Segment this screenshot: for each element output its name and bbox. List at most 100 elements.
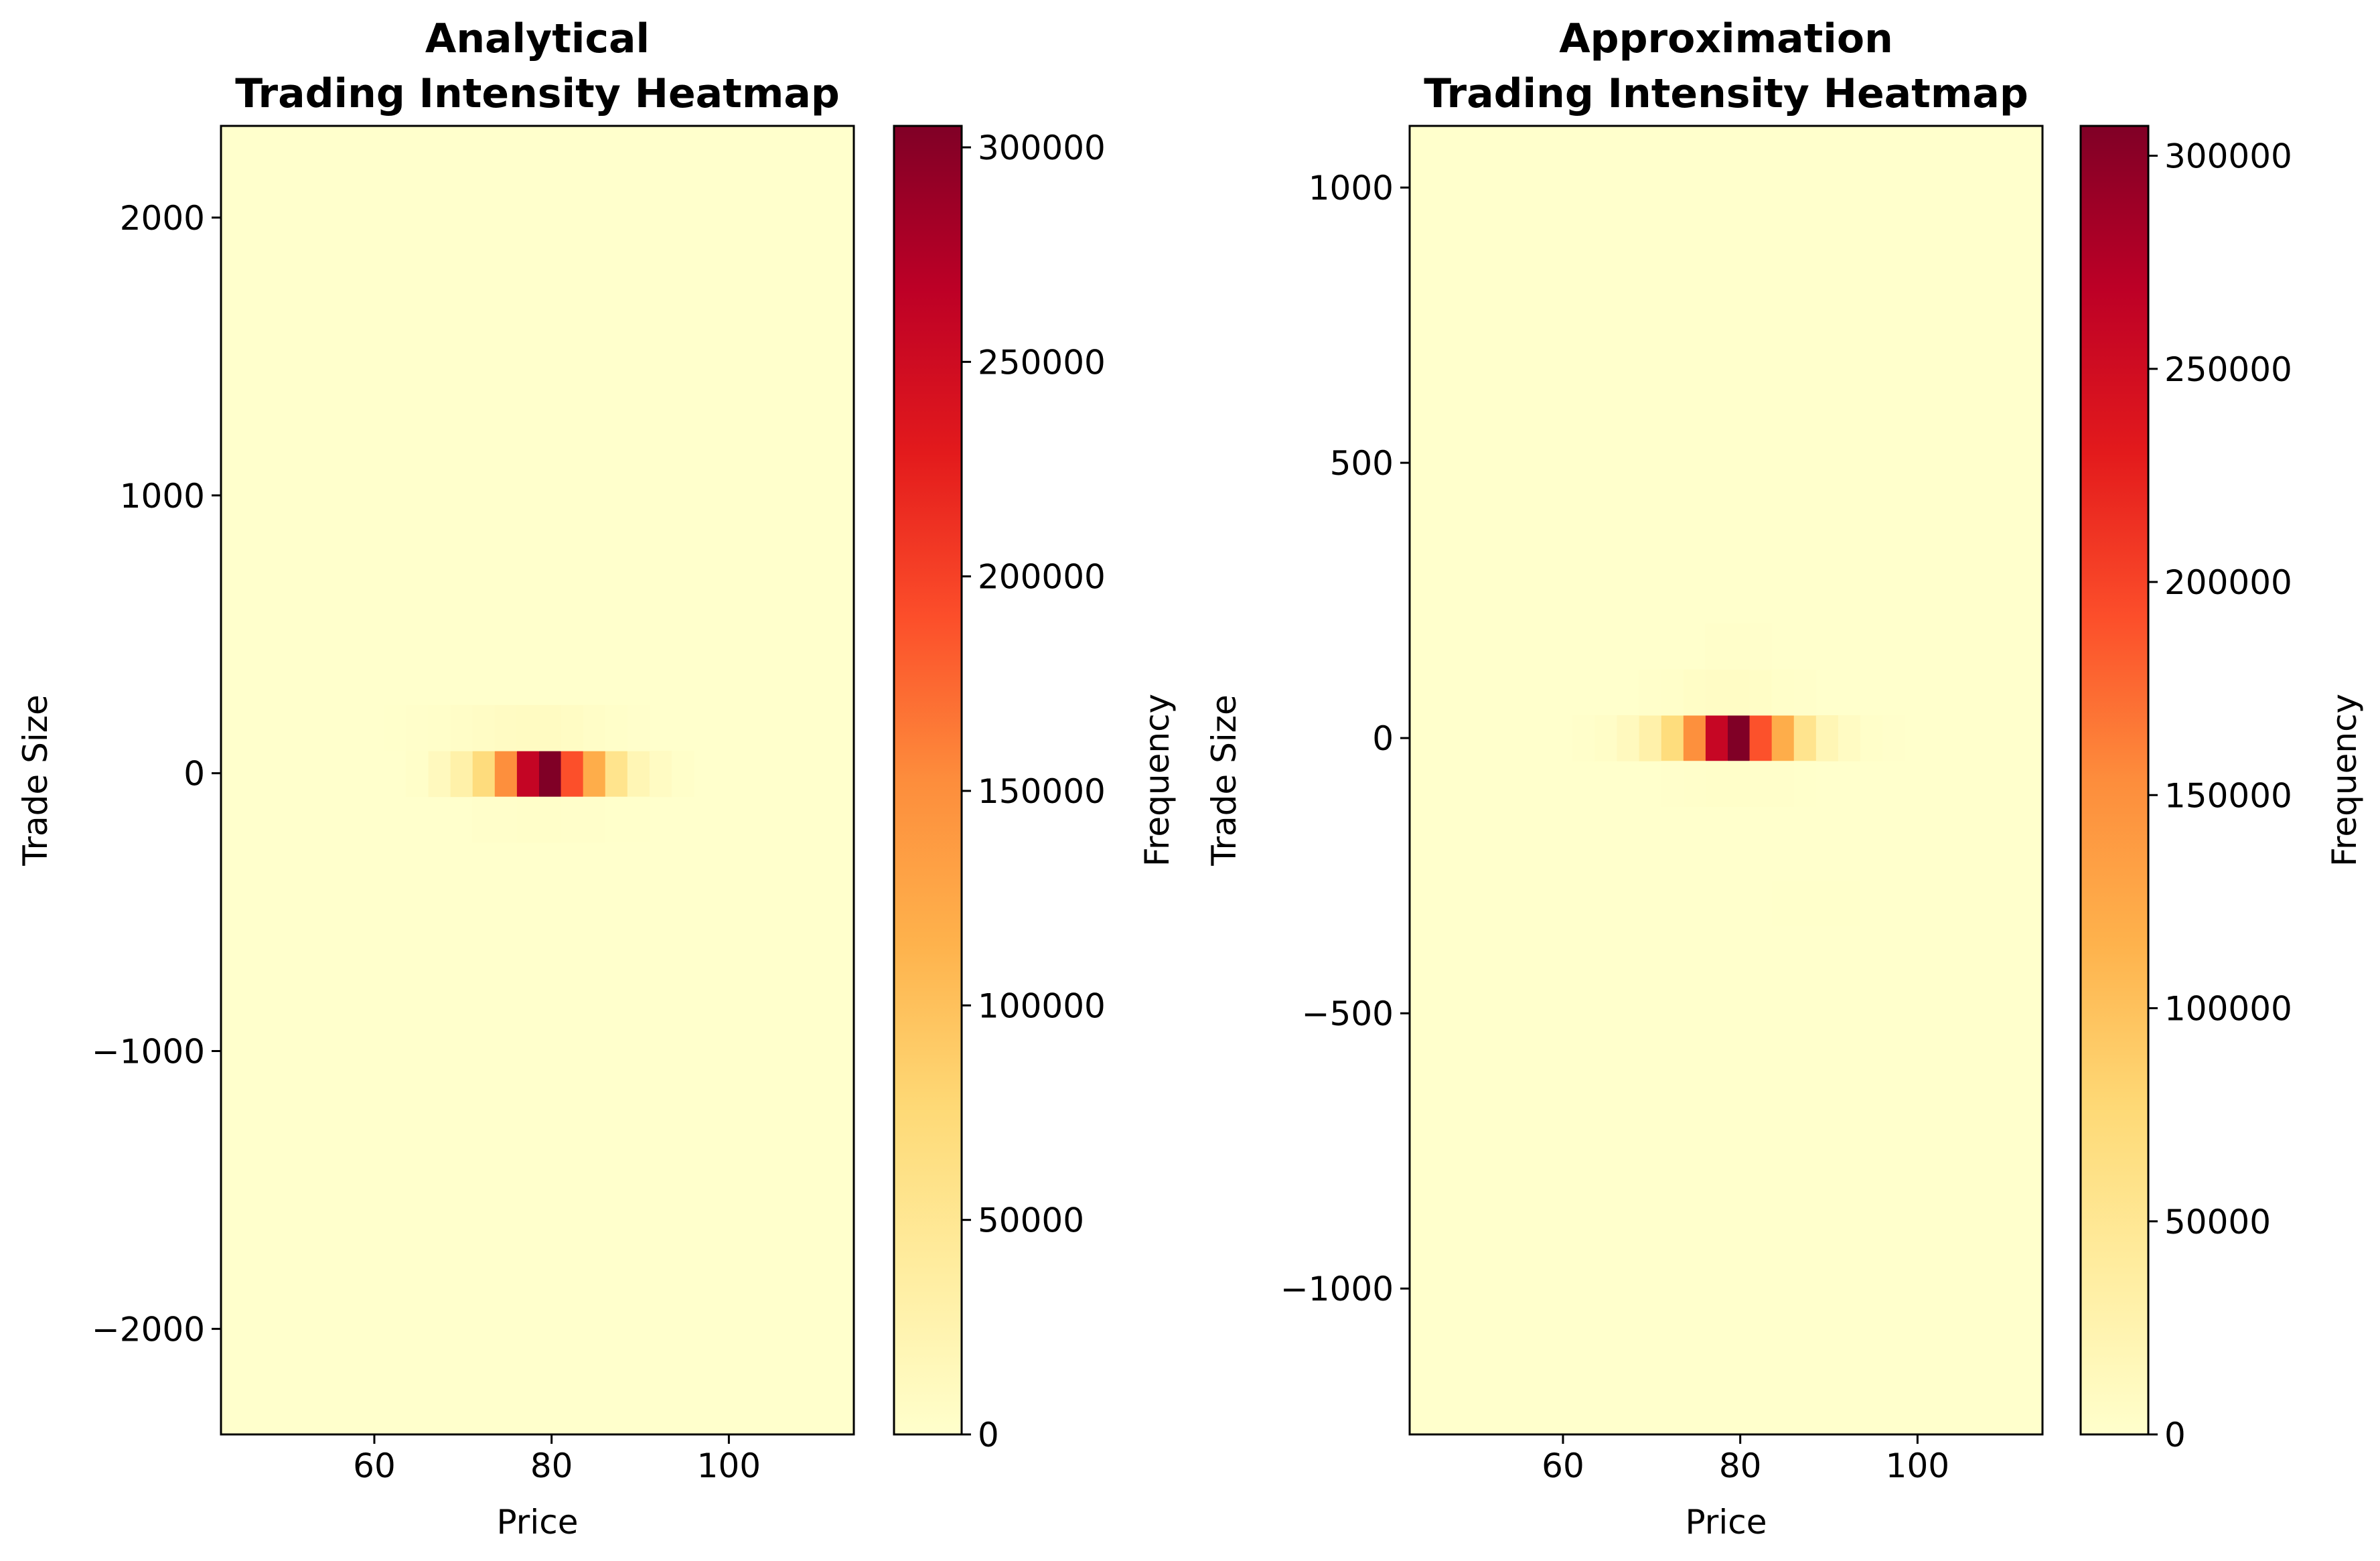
heatmap-cell bbox=[494, 796, 517, 843]
colorbar: 0 50000 100000 150000 200000 250000 300000 Fre… bbox=[2079, 125, 2364, 1455]
heatmap-cell bbox=[538, 751, 562, 798]
heatmap-cell bbox=[472, 751, 495, 798]
heatmap-cell bbox=[1882, 715, 1905, 761]
heatmap-cell bbox=[672, 751, 694, 798]
heatmap-cell bbox=[516, 704, 539, 751]
y-tick-label: −500 bbox=[1302, 994, 1394, 1033]
colorbar-tick-label: 100000 bbox=[2164, 990, 2292, 1029]
heatmap-cell bbox=[1727, 669, 1751, 716]
y-tick-label: 0 bbox=[183, 755, 205, 794]
colorbar-label: Frequency bbox=[2325, 694, 2364, 867]
heatmap-cell bbox=[494, 751, 517, 798]
colorbar-tick-label: 50000 bbox=[2164, 1203, 2271, 1242]
heatmap-cell bbox=[538, 796, 562, 843]
plot-frame bbox=[220, 125, 855, 1436]
heatmap-cell bbox=[405, 751, 429, 798]
y-tick-label: 2000 bbox=[120, 199, 205, 238]
heatmap-cell bbox=[649, 751, 672, 798]
colorbar-ticks: 0 50000 100000 150000 200000 250000 300000 bbox=[962, 129, 1106, 1455]
heatmap-cell bbox=[1683, 761, 1706, 807]
colorbar-tick-label: 0 bbox=[2164, 1416, 2186, 1455]
chart-title-line-2: Trading Intensity Heatmap bbox=[1424, 70, 2028, 117]
heatmap-cell bbox=[1771, 880, 1795, 927]
colorbar-frame bbox=[893, 125, 963, 1436]
heatmap-cell bbox=[1705, 623, 1728, 670]
heatmap-cell bbox=[1661, 761, 1684, 807]
colorbar-gradient bbox=[894, 126, 962, 1434]
plot-frame bbox=[1408, 125, 2044, 1436]
colorbar-tick-label: 150000 bbox=[978, 772, 1106, 811]
heatmap-cell bbox=[1639, 669, 1661, 716]
colorbar-tick-label: 0 bbox=[978, 1416, 999, 1455]
y-tick-label: 1000 bbox=[120, 477, 205, 516]
x-axis-label: Price bbox=[497, 1503, 579, 1542]
heatmap-cell bbox=[1771, 715, 1795, 761]
heatmap-cell bbox=[1749, 623, 1773, 670]
x-tick-label: 60 bbox=[1542, 1446, 1584, 1485]
heatmap-cells bbox=[1410, 126, 2042, 1434]
heatmap-cell bbox=[1639, 715, 1661, 761]
heatmap-cell bbox=[1617, 715, 1639, 761]
heatmap-cell bbox=[1771, 669, 1795, 716]
heatmap-cell bbox=[1793, 715, 1817, 761]
heatmap-cell bbox=[1838, 715, 1861, 761]
heatmap-cell bbox=[428, 704, 451, 751]
colorbar-tick-label: 250000 bbox=[2164, 350, 2292, 389]
heatmap-cell bbox=[1705, 761, 1728, 807]
heatmap-cells bbox=[221, 126, 854, 1434]
heatmap-cell bbox=[1838, 880, 1861, 927]
colorbar-tick-label: 300000 bbox=[2164, 137, 2292, 176]
y-axis-ticks: 1000 500 0 −500 −1000 bbox=[1280, 169, 1410, 1309]
x-tick-label: 100 bbox=[697, 1446, 761, 1485]
y-tick-label: 0 bbox=[1372, 719, 1394, 758]
colorbar-gradient bbox=[2081, 126, 2148, 1434]
chart-title-line-1: Approximation bbox=[1559, 15, 1893, 62]
chart-title-line-1: Analytical bbox=[425, 15, 650, 62]
heatmap-cell bbox=[627, 751, 650, 798]
heatmap-cell bbox=[583, 704, 606, 751]
heatmap-cell bbox=[1749, 669, 1773, 716]
y-tick-label: 500 bbox=[1330, 444, 1394, 483]
heatmap-cell bbox=[516, 796, 539, 843]
heatmap-cell bbox=[516, 751, 539, 798]
heatmap-cell bbox=[605, 751, 628, 798]
heatmap-cell bbox=[1749, 761, 1773, 807]
heatmap-cell bbox=[627, 704, 650, 751]
heatmap-cell bbox=[561, 796, 584, 843]
heatmap-cell bbox=[605, 796, 628, 843]
heatmap-cell bbox=[1815, 880, 1839, 927]
heatmap-cell bbox=[583, 796, 606, 843]
colorbar-tick-label: 100000 bbox=[978, 986, 1106, 1025]
x-tick-label: 80 bbox=[530, 1446, 573, 1485]
heatmap-cell bbox=[494, 704, 517, 751]
heatmap-cell bbox=[1793, 761, 1817, 807]
y-axis-label: Trade Size bbox=[16, 694, 55, 866]
heatmap-cell bbox=[1793, 669, 1817, 716]
x-axis-label: Price bbox=[1686, 1503, 1767, 1542]
heatmap-cell bbox=[1705, 715, 1728, 761]
heatmap-cell bbox=[1727, 715, 1751, 761]
heatmap-cell bbox=[450, 751, 473, 798]
x-tick-label: 80 bbox=[1719, 1446, 1762, 1485]
heatmap-cell bbox=[627, 796, 650, 843]
heatmap-cell bbox=[405, 704, 429, 751]
y-tick-label: −2000 bbox=[92, 1310, 205, 1349]
colorbar: 0 50000 100000 150000 200000 250000 300000 Fre… bbox=[893, 125, 1177, 1455]
heatmap-cell bbox=[1683, 715, 1706, 761]
heatmap-cell bbox=[1705, 669, 1728, 716]
heatmap-cell bbox=[1727, 761, 1751, 807]
y-tick-label: −1000 bbox=[92, 1032, 205, 1071]
heatmap-cell bbox=[1594, 715, 1617, 761]
heatmap-cell bbox=[1661, 715, 1684, 761]
heatmap-cell bbox=[1815, 715, 1839, 761]
x-axis-ticks: 60 80 100 bbox=[353, 1434, 761, 1485]
colorbar-tick-label: 300000 bbox=[978, 129, 1106, 167]
heatmap-cell bbox=[1771, 761, 1795, 807]
heatmap-cell bbox=[1793, 880, 1817, 927]
heatmap-cell bbox=[583, 751, 606, 798]
heatmap-cell bbox=[1749, 715, 1773, 761]
colorbar-tick-label: 200000 bbox=[2164, 563, 2292, 602]
heatmap-cell bbox=[1683, 669, 1706, 716]
